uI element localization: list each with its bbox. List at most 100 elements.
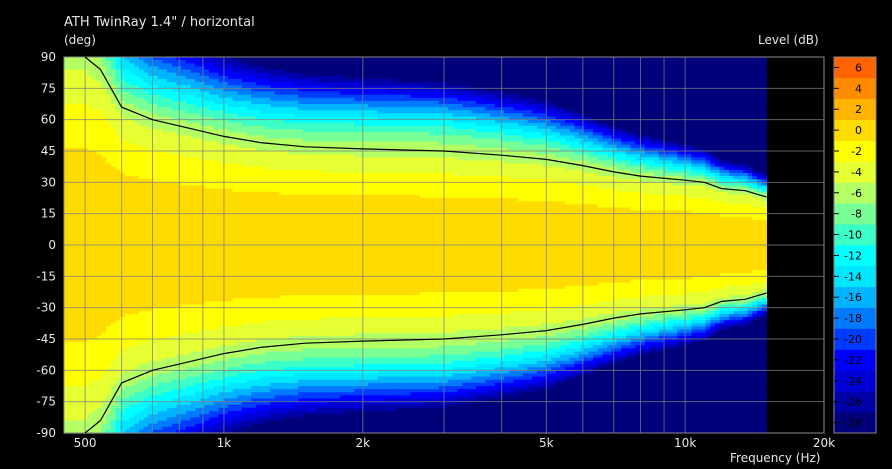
heatmap-cell <box>120 251 126 255</box>
heatmap-cell <box>138 204 145 208</box>
heatmap-cell <box>134 157 140 161</box>
heatmap-cell <box>227 157 234 161</box>
heatmap-cell <box>195 420 201 425</box>
heatmap-cell <box>195 66 201 71</box>
heatmap-cell <box>96 176 103 180</box>
heatmap-cell <box>120 94 126 99</box>
heatmap-cell <box>96 270 103 274</box>
heatmap-cell <box>204 91 210 96</box>
heatmap-cell <box>68 370 74 375</box>
heatmap-cell <box>195 342 201 346</box>
heatmap-cell <box>68 326 74 331</box>
heatmap-cell <box>124 85 131 89</box>
heatmap-cell <box>96 251 103 255</box>
heatmap-cell <box>185 335 192 340</box>
heatmap-cell <box>138 82 145 86</box>
heatmap-cell <box>148 232 154 237</box>
heatmap-cell <box>246 75 252 80</box>
heatmap-cell <box>129 125 135 130</box>
heatmap-cell <box>68 182 74 187</box>
heatmap-cell <box>237 182 243 187</box>
heatmap-cell <box>162 57 168 61</box>
heatmap-cell <box>157 125 163 130</box>
heatmap-cell <box>195 270 201 274</box>
heatmap-cell <box>73 411 79 415</box>
heatmap-cell <box>251 257 257 262</box>
heatmap-cell <box>152 386 159 390</box>
heatmap-cell <box>115 198 121 202</box>
heatmap-cell <box>227 351 234 356</box>
heatmap-cell <box>190 169 196 174</box>
heatmap-cell <box>68 354 74 359</box>
heatmap-cell <box>218 313 224 318</box>
heatmap-cell <box>73 219 79 224</box>
heatmap-cell <box>209 85 215 89</box>
heatmap-cell <box>251 398 257 403</box>
heatmap-cell <box>129 100 135 105</box>
heatmap-cell <box>251 69 257 74</box>
heatmap-cell <box>115 373 121 378</box>
heatmap-cell <box>157 376 163 381</box>
heatmap-cell <box>124 135 131 140</box>
heatmap-cell <box>255 169 262 174</box>
heatmap-cell <box>195 354 201 359</box>
heatmap-cell <box>106 326 112 331</box>
heatmap-cell <box>129 135 135 140</box>
heatmap-cell <box>143 241 149 246</box>
heatmap-cell <box>96 138 103 143</box>
heatmap-cell <box>181 75 187 80</box>
heatmap-cell <box>124 91 131 96</box>
heatmap-cell <box>115 398 121 403</box>
chart-title: ATH TwinRay 1.4" / horizontal <box>64 15 255 30</box>
heatmap-cell <box>190 188 196 193</box>
heatmap-cell <box>204 298 210 302</box>
heatmap-cell <box>101 254 107 259</box>
heatmap-cell <box>213 144 220 149</box>
heatmap-cell <box>204 373 210 378</box>
heatmap-cell <box>106 169 112 174</box>
heatmap-cell <box>246 69 252 74</box>
x-axis-label: Frequency (Hz) <box>730 451 821 465</box>
heatmap-cell <box>110 191 117 196</box>
heatmap-cell <box>110 251 117 255</box>
heatmap-cell <box>218 104 224 108</box>
heatmap-cell <box>115 166 121 171</box>
heatmap-cell <box>152 270 159 274</box>
heatmap-cell <box>106 135 112 140</box>
heatmap-cell <box>171 216 177 221</box>
heatmap-cell <box>185 367 192 371</box>
heatmap-cell <box>190 404 196 409</box>
heatmap-cell <box>120 398 126 403</box>
heatmap-cell <box>251 382 257 387</box>
heatmap-cell <box>167 232 173 237</box>
heatmap-cell <box>204 182 210 187</box>
heatmap-cell <box>209 119 215 124</box>
heatmap-cell <box>218 91 224 96</box>
heatmap-cell <box>213 182 220 187</box>
heatmap-cell <box>152 411 159 415</box>
heatmap-cell <box>73 260 79 265</box>
heatmap-cell <box>255 75 262 80</box>
heatmap-cell <box>138 263 145 268</box>
heatmap-cell <box>241 172 248 177</box>
heatmap-cell <box>120 282 126 287</box>
heatmap-cell <box>64 260 70 265</box>
heatmap-cell <box>143 179 149 183</box>
heatmap-cell <box>134 257 140 262</box>
heatmap-cell <box>110 351 117 356</box>
heatmap-cell <box>223 248 229 252</box>
heatmap-cell <box>78 185 84 190</box>
heatmap-cell <box>87 163 93 168</box>
heatmap-cell <box>157 138 163 143</box>
heatmap-cell <box>106 351 112 356</box>
heatmap-cell <box>237 345 243 349</box>
heatmap-cell <box>157 332 163 337</box>
heatmap-cell <box>73 301 79 306</box>
heatmap-cell <box>101 376 107 381</box>
heatmap-cell <box>143 254 149 259</box>
heatmap-cell <box>96 226 103 230</box>
heatmap-cell <box>96 107 103 111</box>
heatmap-cell <box>138 66 145 71</box>
heatmap-cell <box>218 179 224 183</box>
heatmap-cell <box>106 125 112 130</box>
